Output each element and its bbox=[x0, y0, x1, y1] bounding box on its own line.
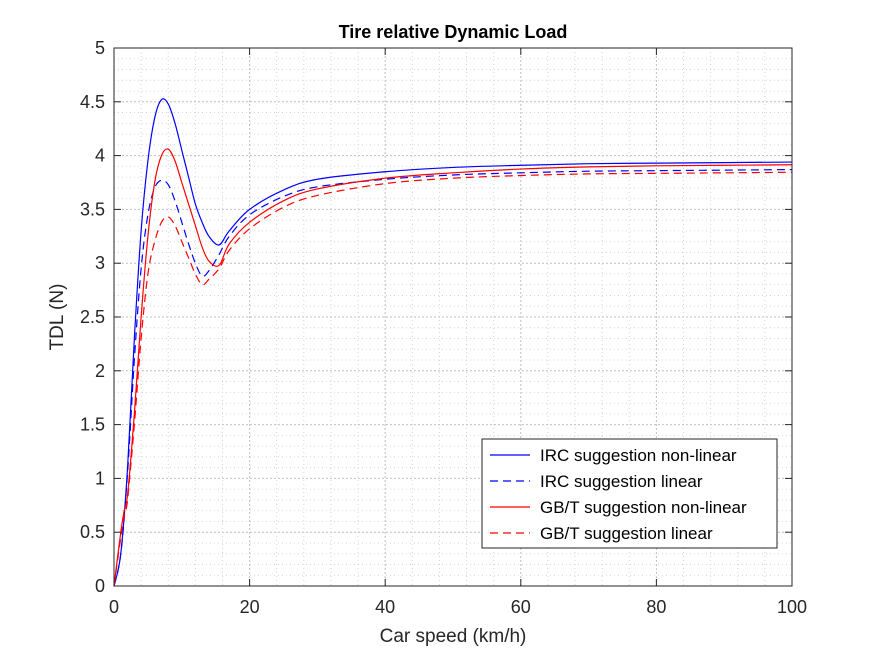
x-axis-label: Car speed (km/h) bbox=[380, 626, 527, 647]
x-tick-label: 40 bbox=[375, 597, 395, 617]
legend-label: GB/T suggestion linear bbox=[540, 524, 713, 543]
y-tick-label: 5 bbox=[95, 38, 105, 58]
axis-ticks bbox=[113, 47, 793, 587]
series-line-3 bbox=[113, 148, 793, 587]
y-axis-label: TDL (N) bbox=[47, 284, 68, 351]
x-tick-labels: 0 20 40 60 80 100 bbox=[109, 597, 807, 617]
legend-label: IRC suggestion non-linear bbox=[540, 446, 737, 465]
y-tick-label: 0.5 bbox=[80, 522, 105, 542]
y-tick-label: 2 bbox=[95, 361, 105, 381]
x-tick-label: 0 bbox=[109, 597, 119, 617]
legend-label: IRC suggestion linear bbox=[540, 472, 703, 491]
series-layer bbox=[113, 98, 793, 587]
y-tick-label: 3 bbox=[95, 253, 105, 273]
legend-label: GB/T suggestion non-linear bbox=[540, 498, 747, 517]
series-line-1 bbox=[113, 98, 793, 587]
y-tick-label: 4.5 bbox=[80, 92, 105, 112]
y-tick-label: 4 bbox=[95, 146, 105, 166]
chart-title: Tire relative Dynamic Load bbox=[339, 22, 568, 42]
y-tick-label: 2.5 bbox=[80, 307, 105, 327]
legend: IRC suggestion non-linear IRC suggestion … bbox=[481, 438, 778, 549]
x-tick-label: 100 bbox=[777, 597, 807, 617]
series-line-2 bbox=[113, 168, 793, 587]
y-tick-labels: 0 0.5 1 1.5 2 2.5 3 3.5 4 4.5 5 bbox=[80, 38, 105, 596]
x-tick-label: 20 bbox=[240, 597, 260, 617]
y-tick-label: 3.5 bbox=[80, 199, 105, 219]
y-tick-label: 1 bbox=[95, 468, 105, 488]
legend-box bbox=[481, 438, 778, 549]
series-line-4 bbox=[113, 171, 793, 587]
x-tick-label: 80 bbox=[646, 597, 666, 617]
y-tick-label: 1.5 bbox=[80, 415, 105, 435]
y-tick-label: 0 bbox=[95, 576, 105, 596]
x-tick-label: 60 bbox=[511, 597, 531, 617]
